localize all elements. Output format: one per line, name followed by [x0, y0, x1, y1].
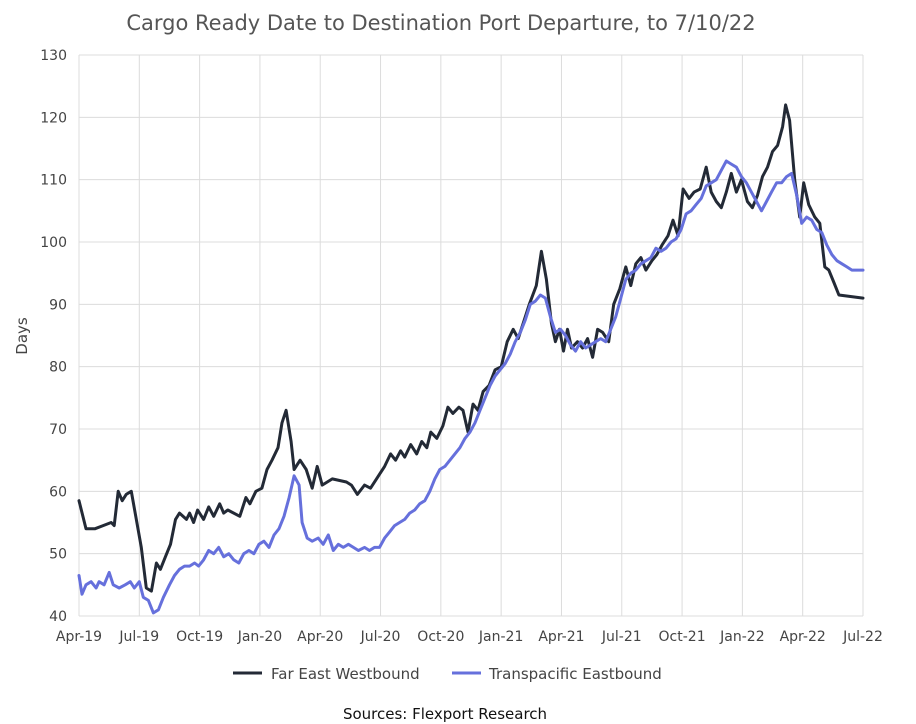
x-tick-label: Jul-19	[118, 629, 159, 645]
x-tick-label: Apr-20	[297, 629, 343, 645]
y-tick-label: 60	[49, 484, 67, 500]
y-tick-label: 110	[40, 173, 67, 189]
x-tick-label: Apr-19	[56, 629, 102, 645]
x-axis-ticks: Apr-19 Jul-19 Oct-19 Jan-20 Apr-20 Jul-20 Oct-…	[56, 629, 883, 645]
y-tick-label: 130	[40, 48, 67, 64]
chart-title: Cargo Ready Date to Destination Port Dep…	[126, 11, 755, 35]
y-tick-label: 90	[49, 297, 67, 313]
x-tick-label: Oct-19	[176, 629, 223, 645]
x-tick-label: Jul-21	[601, 629, 642, 645]
legend-label-transpacific-eastbound: Transpacific Eastbound	[488, 665, 662, 683]
y-tick-label: 100	[40, 235, 67, 251]
series-line-far-east-westbound	[77, 103, 865, 593]
y-axis-label: Days	[13, 317, 31, 355]
x-tick-label: Jan-20	[237, 629, 282, 645]
series-lines	[77, 103, 865, 615]
legend-label-far-east-westbound: Far East Westbound	[271, 665, 420, 683]
x-tick-label: Apr-21	[538, 629, 584, 645]
y-tick-label: 50	[49, 547, 67, 563]
x-tick-label: Jan-21	[478, 629, 523, 645]
y-tick-label: 80	[49, 360, 67, 376]
source-note: Sources: Flexport Research	[343, 705, 547, 723]
x-tick-label: Jul-22	[842, 629, 883, 645]
gridlines	[78, 54, 864, 617]
y-axis-ticks: 40 50 60 70 80 90 100 110 120 130	[40, 48, 67, 625]
x-tick-label: Apr-22	[780, 629, 826, 645]
y-tick-label: 40	[49, 609, 67, 625]
legend: Far East Westbound Transpacific Eastboun…	[233, 665, 662, 683]
y-tick-label: 70	[49, 422, 67, 438]
x-tick-label: Jan-22	[719, 629, 764, 645]
x-tick-label: Oct-21	[659, 629, 706, 645]
y-tick-label: 120	[40, 110, 67, 126]
series-line-transpacific-eastbound	[77, 159, 865, 615]
x-tick-label: Oct-20	[417, 629, 464, 645]
x-tick-label: Jul-20	[360, 629, 401, 645]
